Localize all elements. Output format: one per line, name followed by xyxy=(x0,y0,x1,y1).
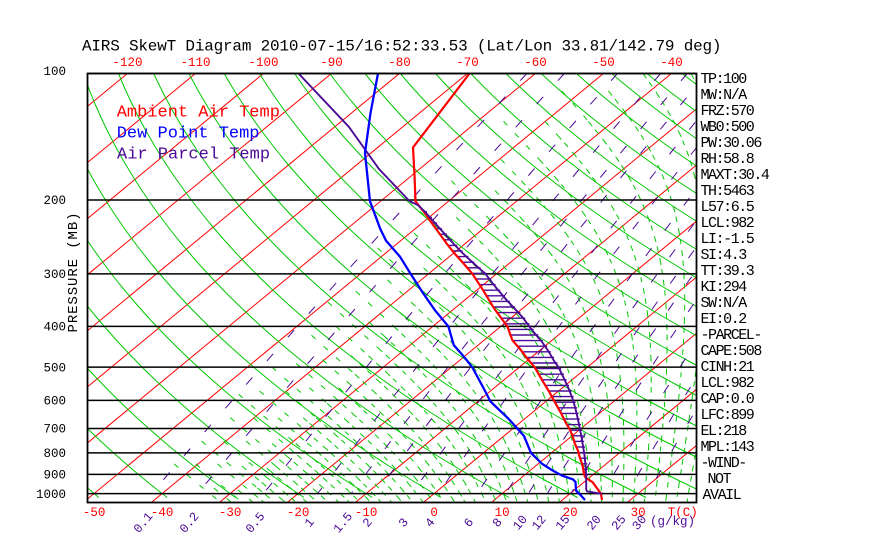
svg-text:PW:30.06: PW:30.06 xyxy=(701,135,763,152)
svg-text:Air Parcel Temp: Air Parcel Temp xyxy=(117,146,270,165)
svg-text:FRZ:570: FRZ:570 xyxy=(701,103,755,120)
svg-text:800: 800 xyxy=(43,447,66,461)
svg-text:WB0:500: WB0:500 xyxy=(701,119,755,136)
svg-text:MAXT:30.4: MAXT:30.4 xyxy=(701,167,770,184)
svg-text:RH:58.8: RH:58.8 xyxy=(701,151,755,168)
svg-text:-20: -20 xyxy=(287,506,310,520)
svg-text:PRESSURE (MB): PRESSURE (MB) xyxy=(66,212,82,333)
svg-text:-60: -60 xyxy=(524,56,547,70)
svg-text:SI:4.3: SI:4.3 xyxy=(701,247,748,264)
svg-text:CAPE:508: CAPE:508 xyxy=(701,343,763,360)
svg-text:1000: 1000 xyxy=(36,488,66,502)
svg-text:600: 600 xyxy=(43,395,66,409)
svg-text:Ambient Air Temp: Ambient Air Temp xyxy=(117,104,280,123)
svg-text:20: 20 xyxy=(563,506,578,520)
svg-text:100: 100 xyxy=(43,65,66,79)
svg-text:LI:-1.5: LI:-1.5 xyxy=(701,231,755,248)
svg-text:L57:6.5: L57:6.5 xyxy=(701,199,755,216)
svg-text:-40: -40 xyxy=(151,506,174,520)
svg-text:-90: -90 xyxy=(320,56,343,70)
svg-text:-110: -110 xyxy=(180,56,210,70)
svg-text:(g/kg): (g/kg) xyxy=(650,515,695,529)
svg-text:0: 0 xyxy=(430,506,438,520)
svg-text:-10: -10 xyxy=(355,506,378,520)
svg-text:30: 30 xyxy=(631,506,646,520)
svg-text:700: 700 xyxy=(43,423,66,437)
svg-text:LCL:982: LCL:982 xyxy=(701,375,754,392)
svg-text:900: 900 xyxy=(43,469,66,483)
svg-text:TP:100: TP:100 xyxy=(701,71,748,88)
svg-text:MPL:143: MPL:143 xyxy=(701,439,755,456)
svg-text:EL:218: EL:218 xyxy=(701,423,748,440)
svg-text:KI:294: KI:294 xyxy=(701,279,748,296)
svg-text:AVAIL: AVAIL xyxy=(703,487,742,504)
svg-text:CAP:0.0: CAP:0.0 xyxy=(701,391,755,408)
svg-text:-50: -50 xyxy=(83,506,106,520)
svg-text:-40: -40 xyxy=(660,56,683,70)
svg-text:-70: -70 xyxy=(456,56,479,70)
svg-text:CINH:21: CINH:21 xyxy=(701,359,755,376)
svg-text:-80: -80 xyxy=(388,56,411,70)
svg-text:AIRS SkewT Diagram 2010-07-15/: AIRS SkewT Diagram 2010-07-15/16:52:33.5… xyxy=(82,38,721,56)
svg-text:400: 400 xyxy=(43,321,66,335)
svg-text:TT:39.3: TT:39.3 xyxy=(701,263,755,280)
svg-text:LCL:982: LCL:982 xyxy=(701,215,754,232)
svg-text:-50: -50 xyxy=(592,56,615,70)
svg-text:LFC:899: LFC:899 xyxy=(701,407,754,424)
svg-text:200: 200 xyxy=(43,194,66,208)
svg-text:EI:0.2: EI:0.2 xyxy=(701,311,747,328)
svg-text:10: 10 xyxy=(495,506,510,520)
svg-text:500: 500 xyxy=(43,361,66,375)
svg-text:300: 300 xyxy=(43,268,66,282)
svg-text:T(C): T(C) xyxy=(668,506,698,520)
svg-text:SW:N/A: SW:N/A xyxy=(701,295,748,312)
svg-text:Dew Point Temp: Dew Point Temp xyxy=(117,125,260,144)
svg-text:MW:N/A: MW:N/A xyxy=(701,87,748,104)
svg-text:-PARCEL-: -PARCEL- xyxy=(701,327,761,344)
svg-text:-100: -100 xyxy=(248,56,278,70)
svg-text:-30: -30 xyxy=(219,506,242,520)
svg-text:NOT: NOT xyxy=(708,471,732,488)
svg-text:-120: -120 xyxy=(112,56,142,70)
svg-text:TH:5463: TH:5463 xyxy=(701,183,755,200)
svg-text:-WIND-: -WIND- xyxy=(701,455,746,472)
